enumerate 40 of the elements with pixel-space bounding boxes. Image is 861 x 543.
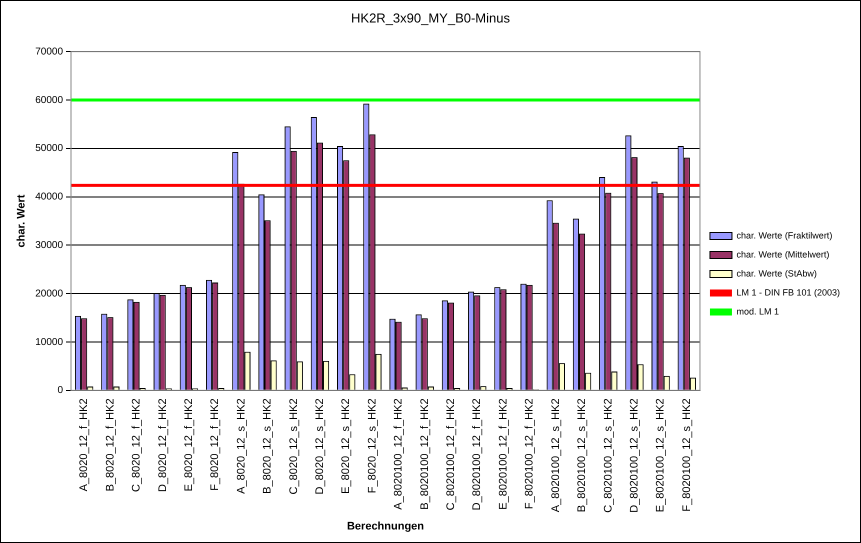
legend-label: char. Werte (Fraktilwert): [736, 230, 832, 240]
legend-label: char. Werte (StAbw): [736, 268, 817, 278]
x-tick-label: F_8020_12_s_HK2: [366, 398, 378, 494]
y-tick-label: 50000: [35, 143, 64, 154]
x-tick-label: B_8020_12_s_HK2: [262, 398, 274, 494]
x-tick-label: D_8020_12_f_HK2: [156, 398, 169, 492]
y-tick-label: 0: [57, 385, 64, 396]
y-tick-label: 60000: [35, 94, 64, 106]
x-tick-label: A_8020100_12_f_HK2: [392, 398, 405, 510]
y-tick-label: 10000: [35, 336, 64, 348]
legend-label: char. Werte (Mittelwert): [736, 249, 830, 260]
x-tick-label: F_8020_12_f_HK2: [209, 398, 222, 491]
x-tick-label: D_8020100_12_f_HK2: [471, 398, 484, 510]
y-tick-label: 40000: [35, 192, 64, 203]
legend-label: mod. LM 1: [736, 306, 779, 316]
x-tick-label: C_8020100_12_f_HK2: [445, 398, 458, 510]
x-tick-label: E_8020_12_f_HK2: [182, 398, 195, 492]
x-tick-label: C_8020_12_s_HK2: [288, 398, 300, 494]
y-axis-title: char. Wert: [16, 194, 28, 248]
x-axis-title: Berechnungen: [346, 520, 424, 532]
x-tick-label: B_8020100_12_s_HK2: [576, 398, 588, 512]
x-tick-label: A_8020_12_s_HK2: [235, 398, 248, 494]
x-tick-label: E_8020100_12_s_HK2: [654, 398, 667, 512]
x-tick-label: D_8020_12_s_HK2: [314, 398, 326, 494]
y-tick-label: 20000: [35, 288, 64, 300]
x-tick-label: C_8020100_12_s_HK2: [602, 398, 614, 513]
x-tick-label: A_8020_12_f_HK2: [78, 398, 90, 492]
x-tick-label: E_8020_12_s_HK2: [340, 398, 352, 494]
y-tick-label: 70000: [35, 46, 64, 58]
x-tick-label: F_8020100_12_f_HK2: [524, 398, 536, 510]
x-tick-label: B_8020_12_f_HK2: [104, 398, 116, 492]
legend-label: LM 1 - DIN FB 101 (2003): [736, 287, 840, 298]
x-tick-label: C_8020_12_f_HK2: [130, 398, 143, 492]
y-tick-label: 30000: [35, 240, 64, 251]
x-tick-label: D_8020100_12_s_HK2: [628, 398, 640, 513]
x-tick-label: B_8020100_12_f_HK2: [418, 398, 431, 510]
x-tick-label: A_8020100_12_s_HK2: [550, 398, 562, 512]
x-tick-label: F_8020100_12_s_HK2: [680, 398, 693, 512]
chart-title: HK2R_3x90_MY_B0-Minus: [351, 10, 510, 26]
x-tick-label: E_8020100_12_f_HK2: [497, 398, 510, 510]
